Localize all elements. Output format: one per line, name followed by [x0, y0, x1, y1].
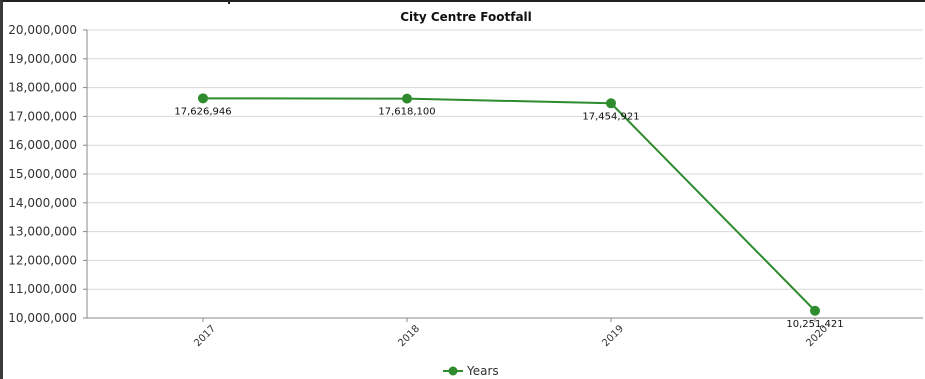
y-tick-label: 16,000,000	[8, 138, 77, 152]
data-point	[606, 98, 616, 109]
chart-title: City Centre Footfall	[400, 10, 532, 24]
data-label: 17,626,946	[174, 106, 231, 117]
y-tick-label: 20,000,000	[8, 23, 77, 37]
legend-marker	[448, 366, 458, 376]
y-tick-label: 15,000,000	[8, 167, 77, 181]
x-axis-ticks: 2017 2018 2019 2020	[192, 323, 830, 349]
y-tick-label: 13,000,000	[8, 225, 77, 239]
y-axis-ticks: 10,000,000 11,000,000 12,000,000 13,000,000…	[8, 23, 77, 325]
y-tick-label: 14,000,000	[8, 196, 77, 210]
y-tick-label: 19,000,000	[8, 52, 77, 66]
y-tick-label: 18,000,000	[8, 81, 77, 95]
grid-lines	[87, 29, 923, 319]
data-label: 17,454,921	[582, 111, 639, 122]
y-tick-label: 11,000,000	[8, 282, 77, 296]
x-tick-label: 2017	[192, 323, 218, 349]
data-label: 10,251,421	[786, 319, 843, 330]
top-border-tick	[228, 0, 230, 4]
series-years	[198, 93, 820, 316]
legend[interactable]: Years	[443, 364, 499, 378]
legend-label: Years	[466, 364, 499, 378]
x-tick-label: 2018	[396, 323, 422, 349]
x-tick-label: 2019	[600, 323, 626, 349]
data-point	[198, 93, 208, 104]
data-point	[402, 93, 412, 104]
y-tick-label: 17,000,000	[8, 109, 77, 123]
data-point	[810, 305, 820, 316]
y-tick-label: 10,000,000	[8, 311, 77, 325]
data-labels: 17,626,946 17,618,100 17,454,921 10,251,421	[174, 106, 843, 329]
y-tick-label: 12,000,000	[8, 253, 77, 267]
top-border	[3, 0, 925, 2]
series-line	[202, 97, 816, 312]
axes	[83, 29, 923, 322]
data-label: 17,618,100	[378, 107, 435, 118]
